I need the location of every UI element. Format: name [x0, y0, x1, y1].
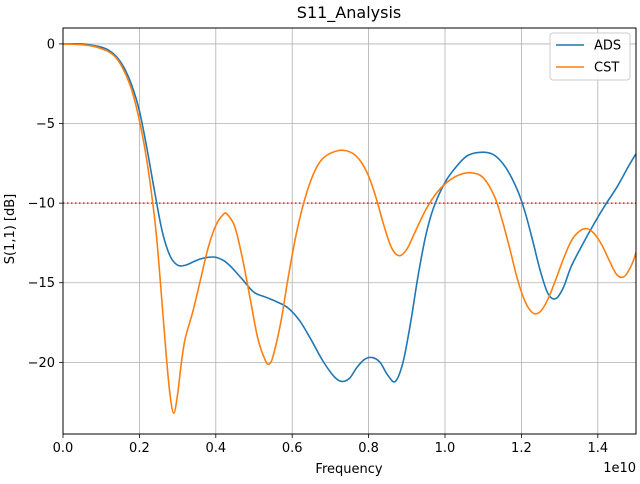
series-line-cst	[63, 43, 636, 415]
x-tick-label: 1.4	[587, 441, 608, 456]
legend: ADS CST	[549, 32, 631, 81]
x-tick-label: 1.0	[435, 441, 456, 456]
x-tick-label: 0.8	[358, 441, 379, 456]
y-tick-label: −5	[36, 117, 55, 132]
y-axis-ticks: 0 −5 −10 −15 −20	[28, 37, 63, 371]
chart-title: S11_Analysis	[297, 3, 401, 23]
x-axis-offset-label: 1e10	[603, 461, 636, 476]
x-tick-label: 0.0	[53, 441, 74, 456]
x-axis-label: Frequency	[315, 462, 382, 477]
x-tick-label: 1.2	[511, 441, 532, 456]
y-axis-label: S(1,1) [dB]	[3, 194, 18, 265]
grid-lines	[62, 28, 636, 434]
y-tick-label: −20	[28, 356, 55, 371]
y-tick-label: −10	[28, 197, 55, 212]
x-tick-label: 0.2	[129, 441, 150, 456]
x-tick-label: 0.4	[205, 441, 226, 456]
plot-frame	[62, 27, 637, 435]
legend-label-cst: CST	[594, 61, 619, 76]
legend-label-ads: ADS	[594, 39, 621, 54]
x-tick-label: 0.6	[282, 441, 303, 456]
y-tick-label: −15	[28, 276, 55, 291]
series-layer	[63, 43, 636, 415]
x-axis-ticks: 0.0 0.2 0.4 0.6 0.8 1.0 1.2 1.4	[53, 434, 608, 456]
series-line-ads	[63, 43, 636, 383]
y-tick-label: 0	[47, 37, 55, 52]
